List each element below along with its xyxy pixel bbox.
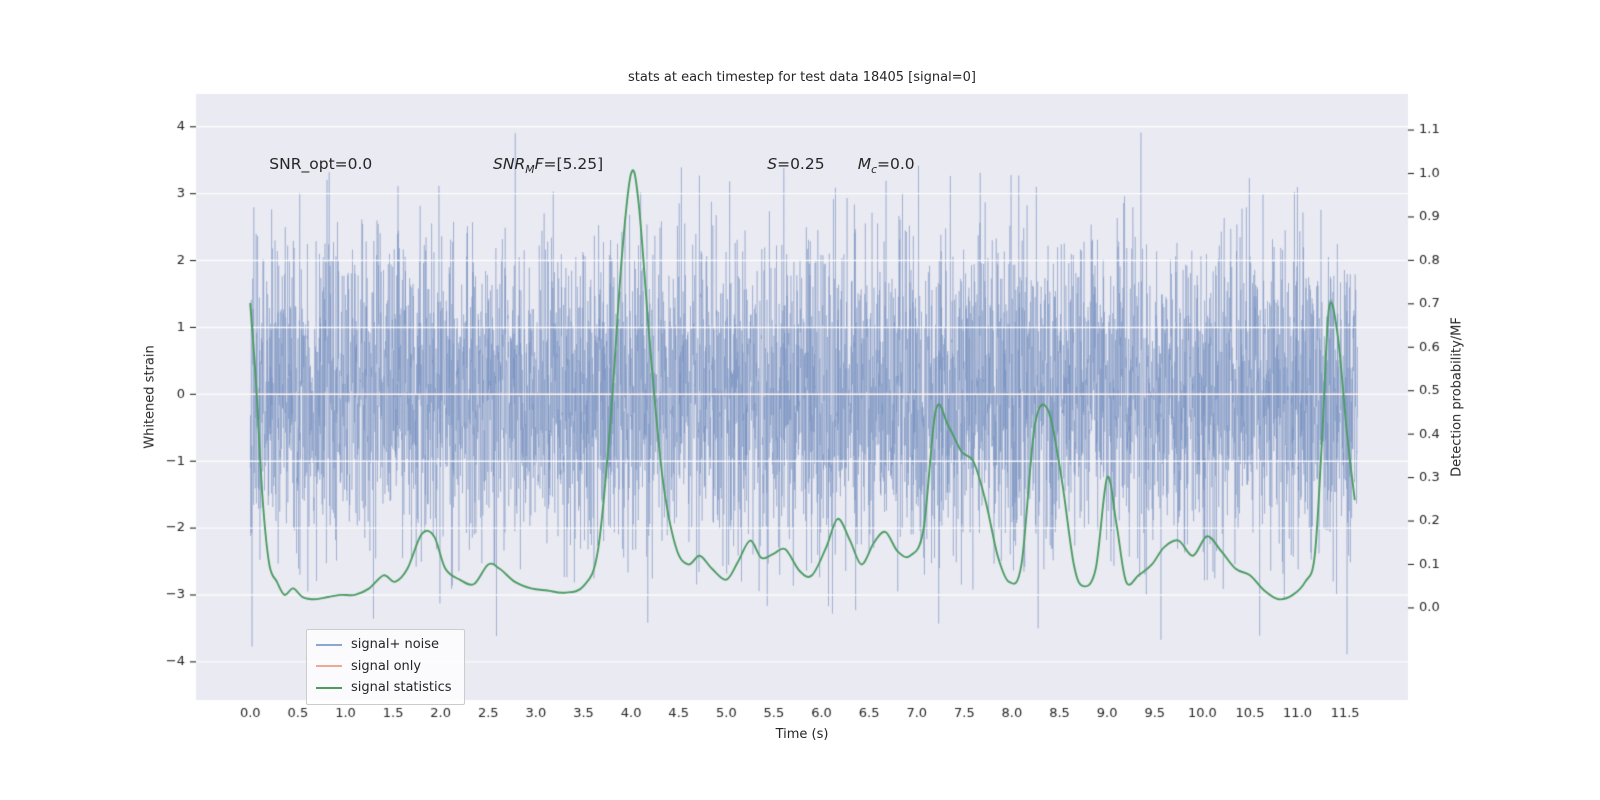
legend-label: signal statistics (351, 680, 452, 695)
legend: signal+ noise signal only signal statist… (306, 629, 465, 705)
legend-swatch-signal-noise (316, 643, 342, 646)
annotation-segment: SNR (493, 155, 526, 174)
annotation-segment: F (534, 155, 544, 174)
annotation-segment: S (767, 155, 778, 174)
annotation-segment: =0.0 (877, 155, 915, 174)
annotation-segment: M (525, 163, 535, 177)
annotation-segment: SNR_opt=0.0 (269, 155, 373, 174)
legend-swatch-signal-only (316, 665, 342, 668)
legend-item-signal-only: signal only (316, 657, 452, 677)
annotation: SNR_opt=0.0 (269, 157, 372, 173)
legend-label: signal+ noise (351, 637, 440, 652)
annotation: SNRMF=[5.25] (493, 157, 603, 176)
annotation: Mc=0.0 (858, 157, 915, 176)
right-axis-label: Detection probability/MF (1449, 317, 1465, 477)
annotation-segment: =[5.25] (543, 155, 604, 174)
legend-item-signal-statistics: signal statistics (316, 678, 452, 698)
annotation-segment: c (871, 163, 878, 177)
legend-label: signal only (351, 658, 422, 674)
annotation: S=0.25 (767, 157, 824, 173)
legend-swatch-signal-statistics (316, 686, 342, 689)
legend-item-signal-noise: signal+ noise (316, 635, 452, 655)
left-axis-label: Whitened strain (142, 345, 158, 449)
chart-title: stats at each timestep for test data 184… (628, 70, 976, 85)
annotation-segment: M (857, 155, 872, 174)
annotation-segment: =0.25 (777, 155, 825, 174)
x-axis-label: Time (s) (775, 727, 829, 742)
